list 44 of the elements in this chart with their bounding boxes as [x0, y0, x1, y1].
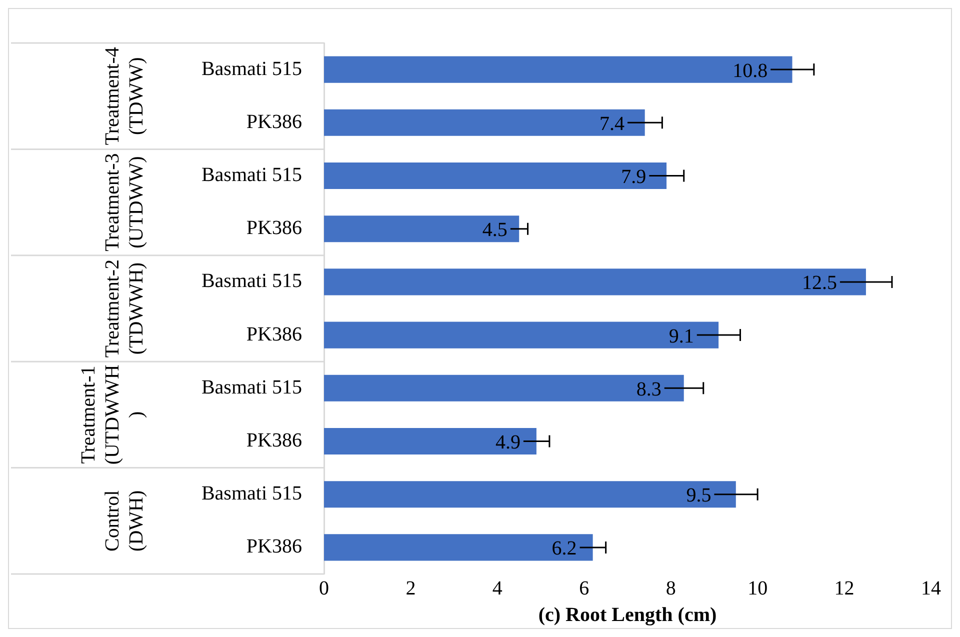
x-tick-label: 6 [579, 577, 590, 600]
y-tick-label: Basmati 515 [201, 164, 302, 186]
data-label: 4.9 [495, 432, 520, 454]
bar [324, 109, 645, 136]
bar [324, 534, 593, 561]
x-tick-label: 0 [319, 577, 329, 600]
x-tick-label: 14 [921, 577, 941, 600]
data-label: 12.5 [802, 272, 837, 294]
bar [324, 162, 667, 190]
data-label: 4.5 [482, 219, 508, 242]
bar [324, 481, 736, 508]
bar [324, 322, 719, 348]
x-tick-label: 10 [748, 577, 768, 600]
x-tick-label: 8 [666, 577, 676, 600]
data-label: 9.1 [668, 325, 694, 348]
y-tick-label: PK386 [246, 536, 302, 558]
data-label: 10.8 [732, 60, 768, 82]
y-tick-label: Basmati 515 [201, 270, 302, 292]
y-tick-label: PK386 [246, 430, 302, 452]
y-tick-label: PK386 [246, 323, 302, 346]
text: Treatment-2 (TDWWH) [101, 259, 148, 358]
text: Treatment-4 (TDWW) [101, 47, 148, 146]
bar [324, 56, 792, 83]
text: Control (DWH) [101, 490, 148, 552]
y-tick-label: Basmati 515 [201, 376, 302, 398]
bar [324, 268, 866, 296]
y-tick-label: Basmati 515 [201, 482, 302, 505]
x-tick-label: 2 [406, 577, 416, 600]
text: Treatment-1 (UTDWWH) [77, 364, 148, 465]
data-label: 6.2 [552, 538, 577, 560]
y-tick-label: Basmati 515 [201, 58, 302, 80]
data-label: 7.4 [600, 112, 624, 135]
data-label: 9.5 [686, 484, 712, 507]
x-axis-title: (c) Root Length (cm) [538, 604, 717, 626]
bar [324, 374, 684, 402]
x-tick-label: 4 [492, 577, 502, 600]
bar [324, 216, 520, 242]
y-tick-label: PK386 [246, 217, 302, 240]
y-tick-label: PK386 [246, 110, 302, 133]
bar [324, 428, 536, 455]
text: Treatment-3 (UTDWW) [101, 153, 148, 252]
data-label: 8.3 [636, 378, 662, 400]
x-tick-label: 12 [834, 577, 854, 600]
data-label: 7.9 [621, 166, 646, 188]
